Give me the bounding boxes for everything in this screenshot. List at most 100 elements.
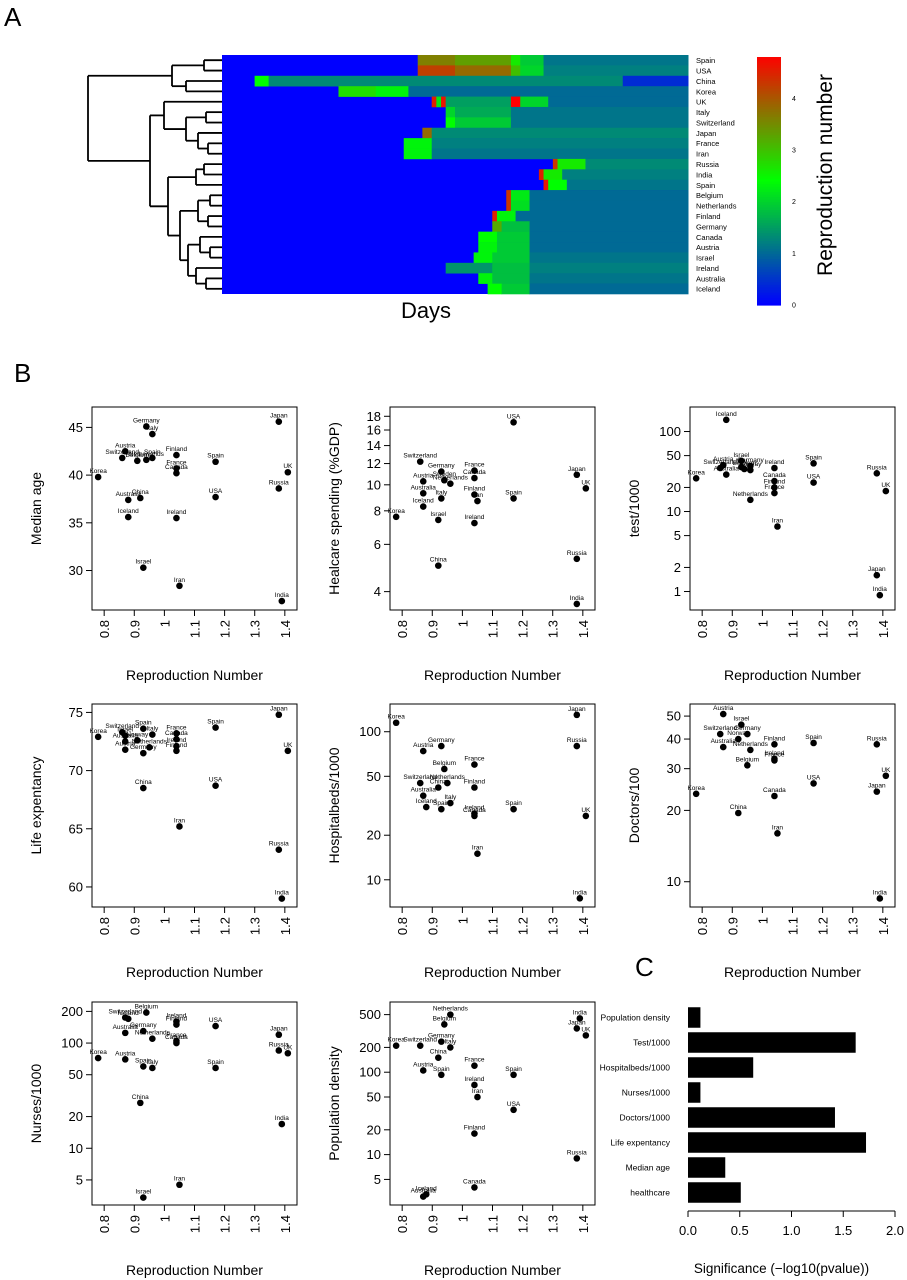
- y-tick-label: 100: [359, 724, 381, 739]
- legend-color-step: [757, 108, 781, 112]
- scatter-plot: 0.8 0.9 1 1.1 1.2 1.3 1.4 60 65 70 75 Japan Spain Spa…: [28, 703, 298, 980]
- data-point-label: Switzerland: [403, 1037, 437, 1044]
- data-point: [573, 1155, 581, 1162]
- y-tick-label: 50: [367, 769, 381, 784]
- data-point: [275, 418, 283, 425]
- data-point: [133, 457, 141, 465]
- data-point: [438, 1038, 445, 1045]
- legend-color-step: [757, 77, 781, 81]
- data-point: [173, 465, 180, 472]
- legend-color-step: [757, 294, 781, 298]
- data-point-label: Spain: [505, 800, 522, 807]
- data-point: [582, 485, 590, 492]
- heatmap-cell: [529, 242, 689, 253]
- legend-color-step: [757, 160, 781, 164]
- data-point: [771, 477, 778, 485]
- legend-color-step: [757, 126, 781, 130]
- data-point-label: Iceland: [716, 411, 737, 418]
- scatter-plot: 0.8 0.9 1 1.1 1.2 1.3 1.4 1 2 5 10 20 50 100 Iceland Is…: [626, 406, 896, 683]
- legend-color-step: [757, 212, 781, 216]
- data-point-label: UK: [581, 479, 591, 486]
- data-point-label: Iran: [174, 577, 186, 584]
- bar-category-label: healthcare: [630, 1188, 670, 1198]
- legend-tick-label: 2: [792, 199, 796, 206]
- x-tick-label: 0.8: [97, 917, 112, 935]
- data-point-label: Japan: [270, 413, 288, 420]
- legend-color-step: [757, 276, 781, 280]
- x-tick-label: 1.4: [278, 917, 293, 935]
- y-axis-label: Median age: [28, 472, 44, 545]
- data-point-label: Japan: [868, 566, 886, 573]
- legend-color-step: [757, 217, 781, 221]
- data-point: [441, 1021, 448, 1028]
- heatmap-cell: [492, 221, 503, 232]
- data-point: [278, 895, 286, 902]
- plot-frame: [389, 1001, 596, 1206]
- data-point: [573, 1025, 581, 1032]
- heatmap-cell: [529, 221, 689, 232]
- x-tick-label: 1.1: [188, 917, 203, 935]
- legend-color-step: [757, 175, 781, 180]
- legend-color-step: [757, 59, 781, 63]
- data-point-label: Spain: [805, 734, 822, 741]
- data-point-label: Iran: [472, 1088, 484, 1095]
- data-point: [124, 1015, 132, 1023]
- y-tick-label: 75: [69, 705, 83, 720]
- heatmap-cell: [445, 262, 493, 274]
- data-point-label: Switzerland: [703, 725, 737, 732]
- data-point-label: Ireland: [464, 1076, 484, 1083]
- y-tick-label: 10: [367, 477, 381, 492]
- data-point: [137, 1099, 144, 1107]
- x-tick-label: 0.8: [695, 620, 710, 638]
- heatmap-cell: [529, 283, 689, 295]
- data-point-label: Spain: [207, 453, 224, 460]
- x-tick-label: 0.9: [127, 620, 142, 638]
- data-point-label: Austria: [413, 472, 434, 479]
- data-point: [419, 1067, 427, 1074]
- data-point-label: Finland: [166, 446, 188, 453]
- heatmap-row-label: Switzerland: [696, 118, 735, 127]
- x-tick-label: 0.9: [725, 917, 740, 935]
- data-point: [419, 503, 427, 510]
- data-point: [744, 761, 751, 769]
- heatmap-row-label: India: [696, 170, 713, 179]
- data-point-label: Israel: [135, 559, 151, 566]
- y-axis-label: test/1000: [626, 479, 642, 537]
- data-point: [149, 430, 156, 438]
- data-point-label: Norway: [739, 461, 762, 468]
- data-point: [873, 470, 881, 477]
- data-point-label: Russia: [867, 735, 887, 742]
- data-point-label: China: [132, 489, 149, 496]
- legend-color-step: [757, 100, 781, 105]
- x-tick-label: 1.3: [248, 1215, 263, 1233]
- data-point: [471, 1081, 478, 1089]
- data-point: [771, 484, 778, 491]
- data-point: [722, 416, 730, 424]
- x-tick-label: 1.1: [188, 1215, 203, 1233]
- heatmap-cell: [515, 210, 689, 222]
- data-point-label: Spain: [144, 449, 161, 456]
- heatmap-panel: SpainUSAChinaKoreaUKItalySwitzerlandJapa…: [87, 55, 837, 323]
- x-tick-label: 1: [157, 1215, 172, 1222]
- data-point-label: Iran: [472, 492, 484, 499]
- data-point-label: Austria: [115, 741, 136, 748]
- x-tick-label: 1.2: [516, 620, 531, 638]
- y-tick-label: 10: [667, 504, 681, 519]
- x-tick-label: 1: [157, 917, 172, 924]
- data-point: [212, 724, 219, 731]
- data-point: [94, 1054, 102, 1062]
- y-axis-label: Healcare spending (%GDP): [326, 422, 342, 595]
- heatmap-cell: [455, 65, 512, 77]
- plot-frame: [689, 406, 896, 611]
- data-point: [471, 1062, 478, 1069]
- x-tick-label: 1.1: [486, 620, 501, 638]
- data-point: [573, 471, 581, 479]
- data-point-label: France: [464, 756, 485, 763]
- data-point: [419, 747, 427, 755]
- y-tick-label: 5: [674, 528, 681, 543]
- heatmap-cell: [455, 106, 512, 118]
- legend-color-step: [757, 196, 781, 200]
- data-point: [173, 742, 180, 750]
- data-point: [419, 489, 427, 497]
- x-tick-label: 0.9: [725, 620, 740, 638]
